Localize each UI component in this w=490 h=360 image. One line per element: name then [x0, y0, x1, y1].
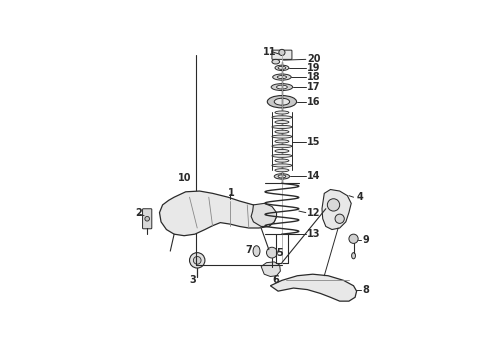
Circle shape	[190, 253, 205, 268]
Text: 17: 17	[307, 82, 321, 92]
Ellipse shape	[275, 149, 289, 153]
Ellipse shape	[253, 246, 260, 256]
Polygon shape	[159, 191, 276, 236]
FancyBboxPatch shape	[272, 50, 292, 59]
Ellipse shape	[272, 154, 292, 157]
Ellipse shape	[277, 76, 287, 78]
Ellipse shape	[274, 174, 290, 179]
Text: 5: 5	[276, 248, 283, 258]
Ellipse shape	[145, 216, 149, 221]
Circle shape	[335, 214, 344, 223]
Circle shape	[346, 287, 355, 296]
Text: 13: 13	[307, 229, 321, 239]
Ellipse shape	[275, 140, 289, 143]
Text: 19: 19	[307, 63, 321, 73]
Circle shape	[194, 256, 201, 264]
Ellipse shape	[274, 98, 290, 105]
Polygon shape	[261, 262, 280, 276]
Text: 2: 2	[136, 208, 143, 217]
Text: 15: 15	[307, 137, 321, 147]
Circle shape	[267, 247, 277, 258]
Text: 8: 8	[363, 285, 369, 294]
Ellipse shape	[273, 74, 291, 80]
Polygon shape	[270, 274, 357, 301]
Text: 16: 16	[307, 97, 321, 107]
Circle shape	[349, 234, 358, 243]
Ellipse shape	[275, 65, 289, 71]
Text: 12: 12	[307, 208, 321, 217]
Ellipse shape	[275, 111, 289, 114]
Ellipse shape	[272, 135, 292, 138]
Ellipse shape	[272, 116, 292, 119]
Text: 4: 4	[357, 192, 364, 202]
Text: 9: 9	[363, 235, 369, 244]
Ellipse shape	[275, 121, 289, 124]
Text: 3: 3	[190, 275, 196, 285]
Circle shape	[327, 199, 340, 211]
Text: 11: 11	[263, 47, 276, 57]
Ellipse shape	[276, 85, 287, 89]
Polygon shape	[251, 203, 276, 226]
Ellipse shape	[272, 164, 292, 167]
Ellipse shape	[278, 66, 286, 69]
Ellipse shape	[272, 145, 292, 148]
Ellipse shape	[271, 84, 293, 91]
Ellipse shape	[275, 159, 289, 162]
Text: 18: 18	[307, 72, 321, 82]
Text: 1: 1	[228, 188, 235, 198]
Ellipse shape	[278, 175, 286, 178]
Ellipse shape	[272, 59, 280, 64]
Text: 7: 7	[245, 244, 252, 255]
Polygon shape	[322, 189, 351, 230]
Text: 14: 14	[307, 171, 321, 181]
Text: 20: 20	[307, 54, 321, 64]
Ellipse shape	[352, 253, 355, 259]
Ellipse shape	[275, 130, 289, 133]
Circle shape	[279, 49, 285, 55]
FancyBboxPatch shape	[143, 209, 152, 229]
Text: 6: 6	[273, 275, 279, 285]
Ellipse shape	[272, 125, 292, 129]
Ellipse shape	[275, 169, 289, 172]
Text: 10: 10	[178, 173, 192, 183]
Ellipse shape	[268, 95, 296, 108]
